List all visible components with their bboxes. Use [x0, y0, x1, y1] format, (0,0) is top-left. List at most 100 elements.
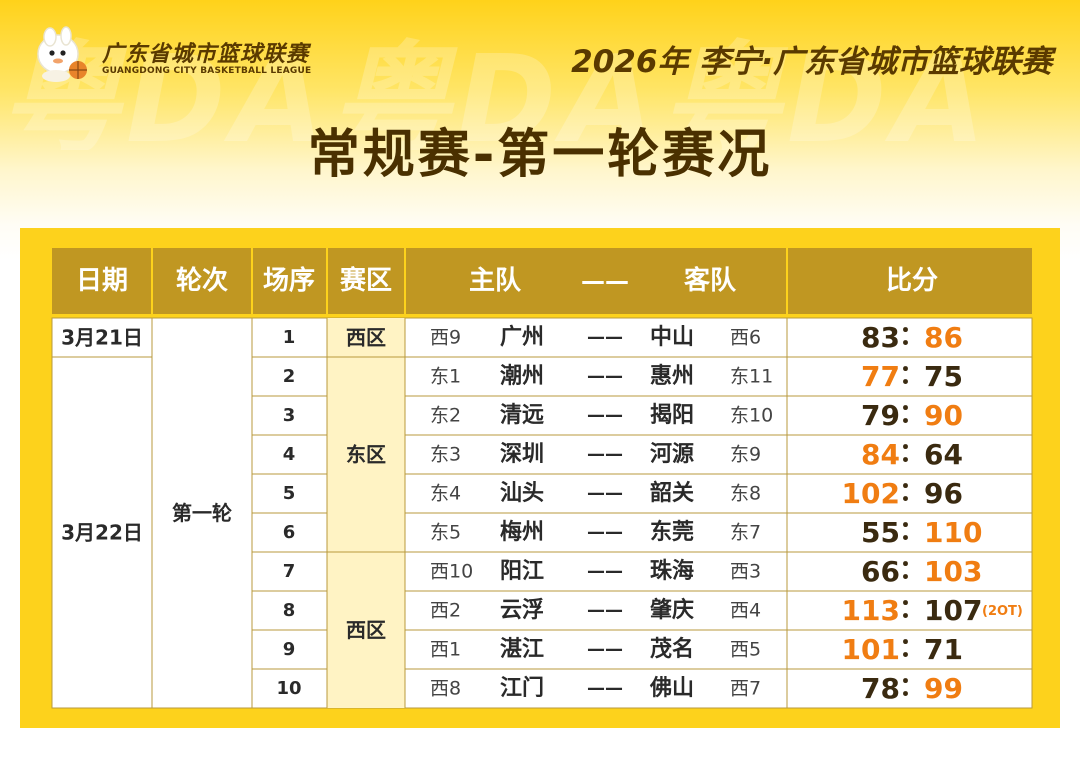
header-home: 主队	[469, 266, 522, 296]
header-round: 轮次	[176, 266, 228, 296]
header-divider	[404, 248, 406, 314]
away-team: 东莞	[650, 519, 694, 545]
header-divider	[786, 248, 788, 314]
away-seed: 西7	[730, 678, 761, 700]
mascot-icon	[37, 26, 87, 82]
header-order: 场序	[263, 265, 315, 296]
header-divider	[251, 248, 253, 314]
game-order: 2	[283, 366, 296, 387]
date-cell: 3月22日	[61, 521, 143, 545]
home-team: 深圳	[500, 442, 544, 467]
home-seed: 东3	[430, 444, 461, 466]
home-score: 102	[842, 477, 900, 510]
home-seed: 西1	[430, 639, 461, 661]
score-separator: ：	[899, 322, 925, 352]
zone-cell-mask	[327, 318, 405, 357]
away-seed: 西6	[730, 327, 761, 349]
away-score: 90	[924, 399, 963, 432]
away-seed: 东9	[730, 444, 761, 466]
away-score: 64	[924, 438, 963, 471]
home-score: 79	[861, 399, 900, 432]
table-header-bg	[52, 248, 1032, 314]
overtime-note: (2OT)	[982, 604, 1023, 619]
score-separator: ：	[899, 361, 925, 391]
home-score: 55	[861, 516, 900, 549]
zone-cell: 东区	[346, 443, 386, 467]
match-dash: ——	[587, 561, 623, 582]
zone-cell: 西区	[346, 326, 386, 350]
league-logo: 广东省城市篮球联赛 GUANGDONG CITY BASKETBALL LEAG…	[30, 24, 312, 84]
away-score: 110	[924, 516, 982, 549]
away-score: 103	[924, 555, 982, 588]
game-order: 10	[276, 678, 301, 699]
match-dash: ——	[587, 405, 623, 426]
away-team: 河源	[650, 442, 694, 467]
match-dash: ——	[587, 327, 623, 348]
logo-title-en: GUANGDONG CITY BASKETBALL LEAGUE	[102, 66, 312, 76]
home-team: 湛江	[500, 636, 544, 662]
away-score: 86	[924, 321, 963, 354]
home-score: 101	[842, 633, 900, 666]
home-seed: 西8	[430, 678, 461, 700]
away-seed: 西5	[730, 639, 761, 661]
away-score: 99	[924, 672, 963, 705]
score-separator: ：	[899, 400, 925, 430]
home-score: 113	[842, 594, 900, 627]
away-seed: 西3	[730, 561, 761, 583]
game-order: 4	[283, 444, 296, 465]
match-dash: ——	[587, 366, 623, 387]
header-divider	[326, 248, 328, 314]
match-dash: ——	[587, 600, 623, 621]
home-team: 梅州	[500, 519, 544, 545]
zone-cell-mask	[327, 357, 405, 552]
score-separator: ：	[899, 634, 925, 664]
page-title: 常规赛-第一轮赛况	[307, 125, 773, 185]
home-score: 84	[861, 438, 900, 471]
zone-cell: 西区	[346, 618, 386, 642]
home-seed: 西2	[430, 600, 461, 622]
home-seed: 西9	[430, 327, 461, 349]
zone-cell-mask	[327, 552, 405, 708]
away-score: 71	[924, 633, 963, 666]
away-score: 75	[924, 360, 963, 393]
away-team: 茂名	[650, 636, 694, 662]
away-team: 中山	[650, 325, 694, 350]
away-team: 佛山	[649, 676, 694, 701]
home-team: 广州	[500, 324, 544, 350]
away-team: 肇庆	[650, 597, 694, 623]
game-order: 6	[283, 522, 296, 543]
home-team: 潮州	[500, 364, 544, 389]
home-score: 66	[861, 555, 900, 588]
match-dash: ——	[587, 639, 623, 660]
home-seed: 西10	[430, 561, 473, 583]
header-zone: 赛区	[339, 265, 392, 296]
header-away: 客队	[684, 265, 737, 296]
home-score: 78	[861, 672, 900, 705]
score-separator: ：	[899, 517, 925, 547]
away-team: 韶关	[650, 480, 694, 506]
score-separator: ：	[899, 556, 925, 586]
home-score: 83	[861, 321, 900, 354]
game-order: 1	[283, 327, 296, 348]
home-seed: 东2	[430, 405, 461, 427]
match-dash: ——	[587, 483, 623, 504]
score-separator: ：	[899, 673, 925, 703]
away-team: 揭阳	[650, 402, 694, 428]
away-seed: 东11	[730, 366, 773, 388]
game-order: 5	[283, 483, 296, 504]
home-team: 阳江	[500, 559, 544, 584]
round-cell: 第一轮	[172, 501, 232, 525]
away-seed: 西4	[730, 600, 761, 622]
away-seed: 东8	[730, 483, 761, 505]
game-order: 8	[283, 600, 296, 621]
header-score: 比分	[886, 266, 938, 296]
match-dash: ——	[587, 522, 623, 543]
home-team: 江门	[500, 675, 544, 701]
header-date: 日期	[76, 266, 128, 296]
home-seed: 东1	[430, 366, 461, 388]
date-cell: 3月21日	[61, 326, 143, 350]
away-team: 惠州	[650, 364, 694, 389]
home-seed: 东4	[430, 483, 461, 505]
game-order: 7	[283, 561, 296, 582]
